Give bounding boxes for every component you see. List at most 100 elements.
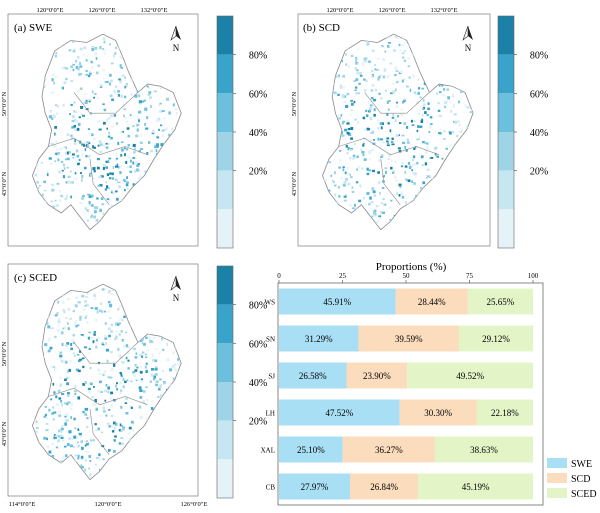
snow-pixel [184, 121, 187, 124]
snow-pixel [33, 356, 35, 359]
snow-pixel [133, 457, 136, 459]
snow-pixel [145, 336, 148, 340]
snow-pixel [27, 324, 29, 327]
snow-pixel [392, 170, 395, 173]
snow-pixel [170, 401, 173, 405]
snow-pixel [353, 143, 356, 146]
snow-pixel [124, 455, 128, 459]
snow-pixel [472, 159, 474, 162]
snow-pixel [136, 458, 139, 461]
snow-pixel [175, 402, 179, 405]
snow-pixel [463, 172, 467, 176]
snow-pixel [38, 147, 41, 150]
snow-pixel [364, 59, 368, 63]
snow-pixel [179, 410, 182, 413]
snow-pixel [86, 425, 89, 429]
snow-pixel [339, 159, 342, 162]
snow-pixel [167, 44, 170, 47]
snow-pixel [179, 377, 182, 380]
snow-pixel [470, 85, 474, 88]
snow-pixel [109, 43, 111, 46]
snow-pixel [78, 61, 82, 66]
x-tick-label: 0 [277, 272, 281, 280]
snow-pixel [32, 339, 35, 343]
snow-pixel [455, 180, 459, 182]
snow-pixel [177, 229, 181, 230]
snow-pixel [355, 223, 358, 226]
snow-pixel [124, 180, 128, 182]
snow-pixel [84, 93, 86, 95]
snow-pixel [93, 294, 96, 297]
colorbar-segment [217, 304, 233, 344]
snow-pixel [185, 361, 187, 363]
snow-pixel [33, 202, 37, 206]
snow-pixel [48, 450, 52, 454]
snow-pixel [443, 63, 447, 67]
snow-pixel [443, 130, 446, 133]
snow-pixel [179, 73, 182, 77]
snow-pixel [87, 128, 90, 130]
snow-pixel [400, 113, 404, 117]
snow-pixel [62, 66, 66, 69]
snow-pixel [62, 439, 65, 442]
snow-pixel [118, 442, 122, 445]
colorbar-segment [498, 132, 514, 171]
snow-pixel [136, 79, 138, 82]
snow-pixel [123, 180, 127, 183]
snow-pixel [88, 72, 92, 75]
snow-pixel [51, 212, 54, 215]
snow-pixel [392, 90, 396, 94]
snow-pixel [186, 366, 188, 368]
snow-pixel [139, 194, 142, 198]
snow-pixel [159, 284, 163, 287]
snow-pixel [186, 289, 189, 292]
snow-pixel [427, 102, 430, 106]
snow-pixel [330, 69, 333, 72]
snow-pixel [418, 217, 421, 220]
snow-pixel [366, 191, 370, 195]
snow-pixel [358, 199, 362, 203]
snow-pixel [162, 61, 166, 65]
snow-pixel [98, 140, 102, 144]
snow-pixel [384, 167, 388, 170]
snow-pixel [105, 221, 109, 224]
snow-pixel [360, 148, 363, 151]
snow-pixel [86, 450, 89, 453]
snow-pixel [398, 149, 402, 153]
snow-pixel [158, 104, 161, 107]
snow-pixel [184, 289, 186, 291]
snow-pixel [83, 231, 86, 233]
snow-pixel [28, 445, 31, 448]
snow-pixel [361, 151, 365, 154]
snow-pixel [123, 45, 126, 47]
snow-pixel [103, 370, 107, 373]
bar-value-label: 23.90% [363, 371, 391, 381]
snow-pixel [170, 226, 173, 229]
snow-pixel [323, 146, 327, 149]
bar-value-label: 45.91% [323, 297, 351, 307]
snow-pixel [77, 457, 80, 460]
snow-pixel [85, 73, 88, 76]
snow-pixel [139, 389, 142, 392]
snow-pixel [113, 54, 115, 58]
snow-pixel [471, 144, 474, 148]
snow-pixel [43, 380, 46, 384]
snow-pixel [66, 213, 70, 216]
snow-pixel [72, 68, 75, 72]
snow-pixel [51, 235, 53, 237]
snow-pixel [80, 334, 84, 336]
snow-pixel [53, 461, 56, 464]
snow-pixel [110, 391, 114, 395]
snow-pixel [167, 292, 171, 296]
snow-pixel [123, 212, 127, 214]
snow-pixel [328, 97, 332, 101]
snow-pixel [185, 321, 188, 323]
snow-pixel [35, 164, 39, 168]
snow-pixel [473, 93, 475, 96]
snow-pixel [428, 87, 432, 89]
snow-pixel [133, 438, 137, 441]
snow-pixel [55, 52, 58, 55]
snow-pixel [412, 172, 415, 175]
snow-pixel [82, 334, 86, 338]
